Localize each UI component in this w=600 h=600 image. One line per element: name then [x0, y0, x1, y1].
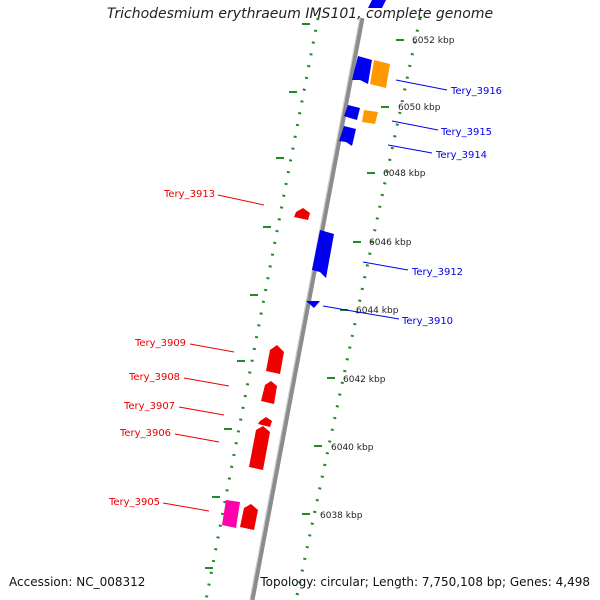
gene-label[interactable]: Tery_3909	[134, 338, 186, 349]
reverse-gene-labels: Tery_3913 Tery_3909 Tery_3908 Tery_3907 …	[108, 189, 265, 512]
gene-label[interactable]: Tery_3906	[119, 428, 171, 439]
gene-label[interactable]: Tery_3914	[435, 150, 487, 161]
gene-arrow[interactable]	[266, 345, 284, 374]
forward-genes	[306, 0, 386, 308]
gene-label[interactable]: Tery_3912	[411, 267, 463, 278]
accession-text: Accession: NC_008312	[9, 575, 146, 589]
gene-label[interactable]: Tery_3915	[440, 127, 492, 138]
gene-arrow[interactable]	[306, 301, 320, 308]
gene-arrow[interactable]	[249, 426, 270, 470]
gene-arrow[interactable]	[344, 105, 360, 120]
gene-arrow[interactable]	[339, 126, 356, 146]
scale-label: 6048 kbp	[383, 169, 426, 179]
scale-label: 6044 kbp	[356, 306, 399, 316]
genome-summary: Topology: circular; Length: 7,750,108 bp…	[260, 575, 590, 589]
reverse-genes	[240, 208, 310, 530]
label-leader	[391, 120, 439, 131]
gene-label[interactable]: Tery_3908	[128, 372, 180, 383]
gene-arrow[interactable]	[368, 0, 386, 8]
gene-label[interactable]: Tery_3913	[163, 189, 215, 200]
gene-arrow[interactable]	[312, 230, 334, 278]
scale-axis: 6052 kbp 6050 kbp 6048 kbp 6046 kbp 6044…	[205, 23, 455, 569]
scale-label: 6046 kbp	[369, 238, 412, 248]
scale-label: 6052 kbp	[412, 36, 455, 46]
gene-block[interactable]	[222, 500, 240, 528]
genome-backbone	[249, 17, 365, 600]
label-leader	[174, 433, 220, 443]
gene-arrow[interactable]	[294, 208, 310, 220]
label-leader	[387, 144, 433, 154]
map-title: Trichodesmium erythraeum IMS101, complet…	[106, 6, 494, 22]
gene-block[interactable]	[370, 60, 390, 88]
gene-arrow[interactable]	[240, 504, 258, 530]
orange-features	[362, 60, 390, 124]
scale-label: 6040 kbp	[331, 443, 374, 453]
forward-gene-labels: Tery_3916 Tery_3915 Tery_3914 Tery_3912 …	[322, 79, 502, 327]
label-leader	[189, 343, 235, 353]
scale-label: 6042 kbp	[343, 375, 386, 385]
backbone-highlight	[249, 17, 361, 600]
gene-label[interactable]: Tery_3910	[401, 316, 453, 327]
label-leader	[362, 261, 409, 271]
scale-label: 6038 kbp	[320, 511, 363, 521]
label-leader	[322, 305, 400, 320]
gene-block[interactable]	[362, 110, 378, 124]
gene-arrow[interactable]	[261, 381, 277, 404]
gene-arrow[interactable]	[352, 56, 372, 84]
label-leader	[162, 502, 210, 512]
gene-label[interactable]: Tery_3916	[450, 86, 502, 97]
gene-label[interactable]: Tery_3905	[108, 497, 160, 508]
reverse-strand-track	[204, 17, 320, 600]
scale-label: 6050 kbp	[398, 103, 441, 113]
gene-arrow[interactable]	[258, 417, 272, 427]
label-leader	[217, 194, 265, 206]
label-leader	[183, 377, 230, 387]
gene-label[interactable]: Tery_3907	[123, 401, 175, 412]
label-leader	[178, 406, 225, 416]
label-leader	[395, 79, 448, 91]
